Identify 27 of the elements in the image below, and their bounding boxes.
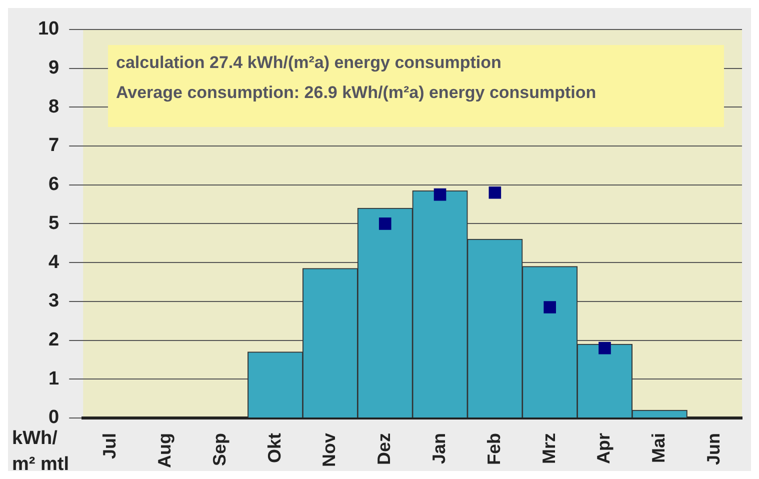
y-tick-label: 8 (48, 96, 60, 118)
y-tick-label: 10 (38, 18, 60, 40)
x-tick-label: Okt (264, 433, 284, 464)
y-tick-label: 1 (48, 368, 60, 390)
x-tick-label: Mrz (538, 433, 559, 464)
y-tick-label: 6 (48, 174, 60, 196)
y-axis-title: kWh/ m² mtl (12, 427, 70, 477)
x-tick-label: Nov (319, 433, 340, 468)
y-tick-label: 2 (48, 330, 60, 351)
x-tick-label: Sep (209, 433, 230, 466)
x-tick-label: Jul (100, 433, 120, 460)
y-tick-label: 3 (48, 290, 60, 312)
x-tick-label: Feb (484, 433, 504, 466)
y-tick-label: 9 (48, 57, 60, 78)
y-tick-label: 0 (48, 407, 60, 428)
x-tick-label: Mai (648, 433, 669, 464)
x-tick-label: Jun (704, 433, 724, 466)
annotation: Average consumption: 26.9 kWh/(m²a) energy consumption (116, 83, 598, 103)
note-panel: calculation 27.4 kWh/(m²a) energy consumption Average consumption: 26.9 kWh/(m²a) energy consumption (108, 45, 724, 127)
y-tick-label: 4 (48, 252, 60, 273)
x-tick-label: Apr (594, 433, 614, 464)
x-tick-label: Jan (428, 433, 449, 464)
x-tick-label: Dez (374, 433, 394, 466)
x-tick-label: Aug (154, 433, 174, 468)
annotation: calculation 27.4 kWh/(m²a) energy consumption (116, 53, 502, 73)
y-tick-label: 7 (48, 135, 60, 156)
y-tick-label: 5 (48, 212, 60, 234)
